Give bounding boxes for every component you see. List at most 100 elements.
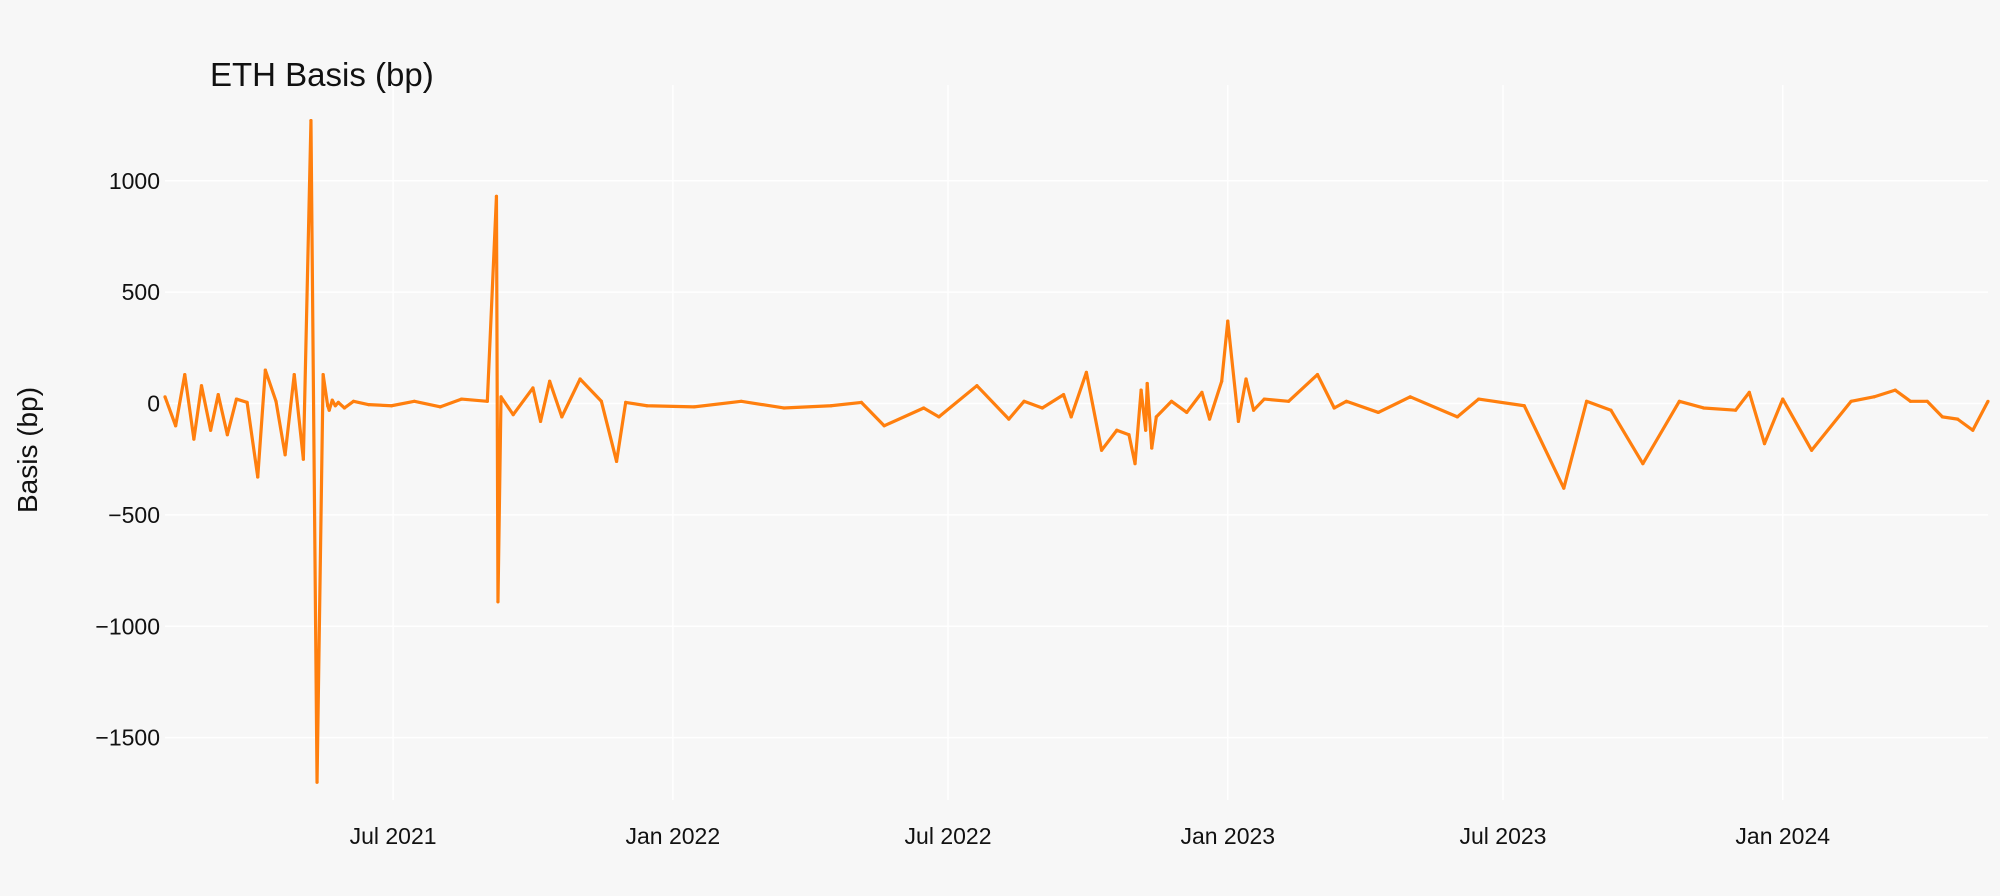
data-point [256, 475, 260, 479]
data-point [937, 415, 941, 419]
data-point [1971, 428, 1975, 432]
data-point [1236, 419, 1241, 423]
x-tick-label: Jul 2023 [1459, 823, 1546, 849]
chart-title: ETH Basis (bp) [210, 56, 434, 93]
data-point [163, 395, 167, 399]
data-point [548, 379, 552, 383]
data-point [336, 400, 340, 405]
data-point [614, 459, 619, 464]
y-tick-label: 0 [147, 391, 160, 417]
data-point [1893, 388, 1897, 392]
data-point [1747, 390, 1751, 394]
x-tick-label: Jul 2021 [350, 823, 437, 849]
data-point [599, 399, 603, 403]
data-point [859, 400, 863, 405]
data-point [327, 408, 331, 412]
data-point [438, 405, 442, 409]
data-point [1287, 399, 1291, 403]
data-point [1022, 399, 1026, 403]
data-point [975, 384, 979, 388]
data-point [1144, 428, 1148, 432]
data-point [1810, 448, 1814, 452]
y-axis-ticks: 1000 500 0 −500 −1000 −1500 [95, 168, 160, 751]
data-point [1702, 406, 1706, 410]
data-point [829, 404, 833, 408]
data-point [1677, 399, 1681, 403]
data-point [199, 384, 204, 388]
data-point [1940, 415, 1944, 419]
y-tick-label: −1500 [95, 725, 160, 751]
data-point [216, 393, 220, 397]
data-point [412, 399, 416, 403]
x-axis-ticks: Jul 2021 Jan 2022 Jul 2022 Jan 2023 Jul 2023… [350, 823, 1831, 849]
data-point [333, 404, 337, 408]
x-tick-label: Jan 2023 [1180, 823, 1275, 849]
data-point [1133, 462, 1137, 466]
data-point [1408, 395, 1412, 399]
data-point [1115, 428, 1119, 432]
data-point [1139, 388, 1143, 392]
data-point [274, 399, 278, 403]
data-point [309, 119, 313, 123]
y-tick-label: 500 [122, 279, 160, 305]
gridlines [165, 85, 1988, 800]
data-point [342, 406, 347, 410]
data-point [782, 406, 786, 410]
data-point [1781, 397, 1785, 401]
data-point [315, 780, 319, 784]
data-point [1908, 399, 1913, 403]
data-point [1207, 417, 1212, 421]
data-point [1154, 415, 1158, 419]
data-point [321, 372, 325, 377]
data-point [245, 400, 249, 405]
data-point [1986, 399, 1990, 403]
data-point [459, 397, 464, 401]
data-point [1734, 408, 1738, 412]
x-tick-label: Jan 2022 [626, 823, 721, 849]
data-point [1522, 404, 1526, 408]
x-tick-label: Jul 2022 [905, 823, 992, 849]
y-tick-label: 1000 [109, 168, 160, 194]
data-point [739, 399, 743, 403]
data-point [1069, 415, 1073, 419]
data-point [1849, 399, 1853, 403]
data-point [1185, 410, 1189, 415]
data-point [1169, 399, 1174, 403]
data-point [1872, 395, 1876, 399]
data-point [485, 399, 489, 403]
data-point [1315, 372, 1320, 377]
data-point [560, 415, 564, 419]
y-tick-label: −1000 [95, 613, 160, 639]
data-point [1344, 399, 1348, 403]
data-point [351, 399, 356, 403]
data-point [496, 600, 500, 604]
data-point [225, 433, 229, 437]
data-point [1477, 397, 1481, 401]
data-point [1244, 377, 1248, 381]
y-axis-label: Basis (bp) [12, 387, 43, 513]
data-point [301, 457, 305, 461]
data-point [624, 400, 628, 405]
data-point [1585, 399, 1589, 403]
data-point [234, 397, 239, 401]
data-point [1099, 448, 1104, 452]
y-tick-label: −500 [108, 502, 160, 528]
data-point [692, 405, 696, 409]
data-point [499, 395, 503, 399]
data-point [389, 404, 394, 408]
data-point [192, 437, 196, 441]
data-point [1127, 433, 1131, 437]
data-point [1007, 417, 1011, 421]
data-point [263, 368, 267, 372]
series-line [163, 119, 1990, 784]
data-point [1084, 370, 1088, 374]
data-point [1252, 408, 1256, 412]
data-point [1641, 462, 1645, 466]
data-point [367, 403, 371, 407]
data-point [183, 372, 187, 377]
data-point [1609, 408, 1613, 412]
data-point [1376, 410, 1380, 415]
data-point [1226, 319, 1230, 323]
data-point [1145, 381, 1149, 386]
